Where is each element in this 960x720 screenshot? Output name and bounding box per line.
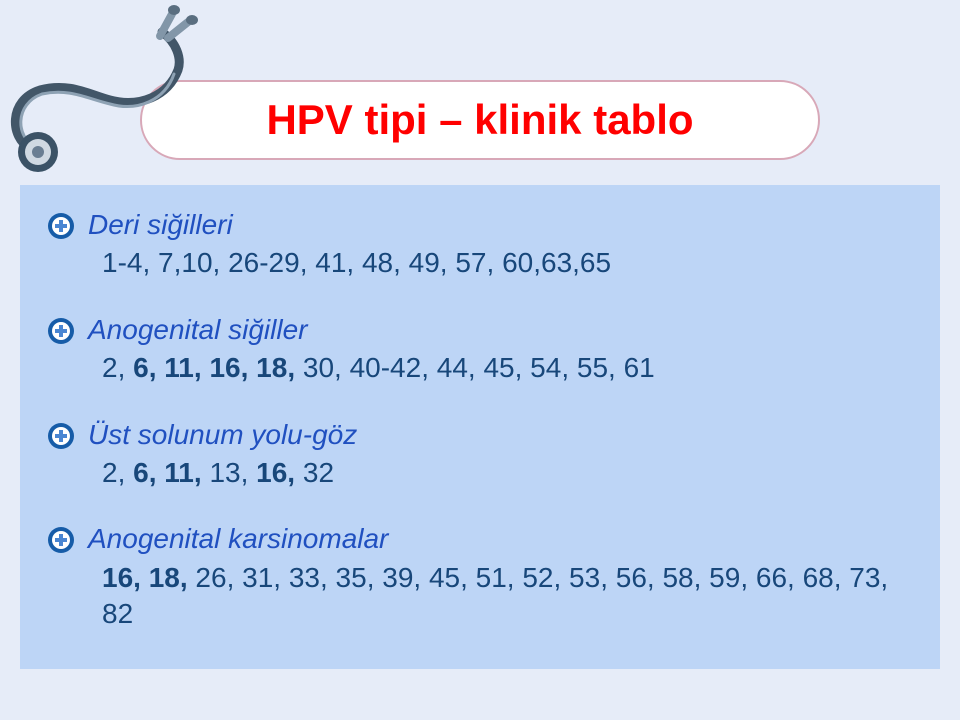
section-anogenital-karsinomalar: Anogenital karsinomalar 16, 18, 26, 31, … <box>48 521 922 632</box>
bullet-icon <box>48 318 74 344</box>
slide-title: HPV tipi – klinik tablo <box>140 70 820 170</box>
section-anogenital-sigiller: Anogenital siğiller 2, 6, 11, 16, 18, 30… <box>48 312 922 387</box>
section-values: 1-4, 7,10, 26-29, 41, 48, 49, 57, 60,63,… <box>102 245 922 281</box>
bullet-icon <box>48 213 74 239</box>
section-values: 16, 18, 26, 31, 33, 35, 39, 45, 51, 52, … <box>102 560 922 633</box>
stethoscope-image <box>0 0 220 180</box>
section-values: 2, 6, 11, 13, 16, 32 <box>102 455 922 491</box>
title-container: HPV tipi – klinik tablo <box>140 70 820 170</box>
section-heading: Anogenital siğiller <box>88 312 307 348</box>
section-deri: Deri siğilleri 1-4, 7,10, 26-29, 41, 48,… <box>48 207 922 282</box>
content-area: Deri siğilleri 1-4, 7,10, 26-29, 41, 48,… <box>20 185 940 669</box>
section-values: 2, 6, 11, 16, 18, 30, 40-42, 44, 45, 54,… <box>102 350 922 386</box>
section-heading: Deri siğilleri <box>88 207 233 243</box>
section-ust-solunum: Üst solunum yolu-göz 2, 6, 11, 13, 16, 3… <box>48 417 922 492</box>
bullet-icon <box>48 527 74 553</box>
section-heading: Anogenital karsinomalar <box>88 521 388 557</box>
section-heading: Üst solunum yolu-göz <box>88 417 357 453</box>
bullet-icon <box>48 423 74 449</box>
